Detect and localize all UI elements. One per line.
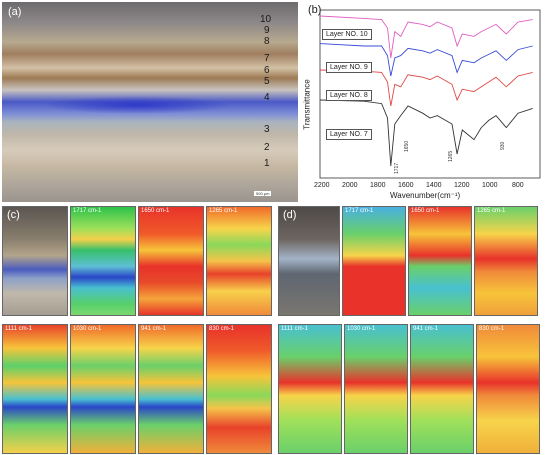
panel-c-map-1717: 1717 cm-1 bbox=[70, 206, 136, 316]
map-title-d-1030: 1030 cm-1 bbox=[347, 326, 376, 332]
x-tick-2200: 2200 bbox=[314, 182, 330, 189]
map-title-c-1717: 1717 cm-1 bbox=[73, 208, 102, 214]
layer-number-2: 2 bbox=[264, 142, 270, 153]
panel-d: (d) 1717 cm-1 1650 cm-1 1265 cm-1 1111 c… bbox=[278, 206, 548, 454]
series-label-layer-10: Layer NO. 10 bbox=[322, 29, 372, 40]
peak-label-1265: 1265 bbox=[448, 150, 454, 162]
map-title-d-941: 941 cm-1 bbox=[413, 326, 439, 332]
panel-d-photo: (d) bbox=[278, 206, 340, 316]
scale-bar: 500 μm bbox=[254, 191, 272, 196]
panel-d-map-1717: 1717 cm-1 bbox=[342, 206, 406, 316]
panel-c-map-1111: 1111 cm-1 bbox=[2, 324, 68, 454]
map-title-c-1650: 1650 cm-1 bbox=[141, 208, 170, 214]
series-label-layer-9: Layer NO. 9 bbox=[326, 62, 372, 73]
map-title-d-1650: 1650 cm-1 bbox=[411, 208, 440, 214]
x-tick-1200: 1200 bbox=[454, 182, 470, 189]
panel-c-map-830: 830 cm-1 bbox=[206, 324, 272, 454]
layer-number-7: 7 bbox=[264, 53, 270, 64]
map-title-d-830: 830 cm-1 bbox=[479, 326, 505, 332]
peak-label-1717: 1717 bbox=[394, 162, 400, 174]
panel-c-map-941: 941 cm-1 bbox=[138, 324, 204, 454]
panel-c-photo: (c) bbox=[2, 206, 68, 316]
map-title-d-1265: 1265 cm-1 bbox=[477, 208, 506, 214]
panel-c: (c) 1717 cm-1 1650 cm-1 1265 cm-1 1111 c… bbox=[2, 206, 274, 454]
panel-c-label: (c) bbox=[7, 209, 20, 221]
panel-d-label: (d) bbox=[283, 209, 297, 221]
peak-label-930: 930 bbox=[500, 141, 506, 150]
layer-number-3: 3 bbox=[264, 124, 270, 135]
x-tick-1600: 1600 bbox=[398, 182, 414, 189]
x-tick-2000: 2000 bbox=[342, 182, 358, 189]
panel-c-map-1265: 1265 cm-1 bbox=[206, 206, 272, 316]
panel-d-map-830: 830 cm-1 bbox=[476, 324, 540, 454]
layer-number-4: 4 bbox=[264, 92, 270, 103]
panel-c-map-1030: 1030 cm-1 bbox=[70, 324, 136, 454]
layer-number-6: 6 bbox=[264, 65, 270, 76]
x-axis-title: Wavenumber(cm⁻¹) bbox=[390, 191, 461, 200]
layer-number-10: 10 bbox=[260, 14, 272, 25]
plot-frame bbox=[319, 9, 541, 179]
panel-a-photo: (a) 10 9 8 7 6 5 4 3 2 1 500 μm bbox=[2, 2, 298, 202]
series-line-layer-no-7 bbox=[319, 99, 533, 167]
panel-b-label: (b) bbox=[308, 4, 322, 16]
map-title-c-830: 830 cm-1 bbox=[209, 326, 235, 332]
map-title-d-1111: 1111 cm-1 bbox=[281, 326, 309, 332]
layer-number-5: 5 bbox=[264, 76, 270, 87]
layer-number-8: 8 bbox=[264, 36, 270, 47]
panel-d-map-1265: 1265 cm-1 bbox=[474, 206, 538, 316]
series-line-layer-no-9 bbox=[319, 43, 533, 77]
panel-d-map-941: 941 cm-1 bbox=[410, 324, 474, 454]
series-line-layer-no-8 bbox=[319, 69, 533, 107]
series-label-layer-8: Layer NO. 8 bbox=[326, 90, 372, 101]
map-title-c-1265: 1265 cm-1 bbox=[209, 208, 238, 214]
x-tick-800: 800 bbox=[512, 182, 524, 189]
panel-d-map-1030: 1030 cm-1 bbox=[344, 324, 408, 454]
peak-label-1650: 1650 bbox=[404, 140, 410, 152]
layer-number-9: 9 bbox=[264, 25, 270, 36]
ftir-plot bbox=[319, 9, 541, 179]
map-title-c-941: 941 cm-1 bbox=[141, 326, 167, 332]
panel-d-map-1111: 1111 cm-1 bbox=[278, 324, 342, 454]
map-title-c-1030: 1030 cm-1 bbox=[73, 326, 102, 332]
series-label-layer-7: Layer NO. 7 bbox=[326, 129, 372, 140]
layer-number-1: 1 bbox=[264, 158, 270, 169]
panel-d-map-1650: 1650 cm-1 bbox=[408, 206, 472, 316]
panel-b-chart: (b) Transmittance Layer NO. 10 Layer NO.… bbox=[300, 2, 548, 202]
panel-c-map-1650: 1650 cm-1 bbox=[138, 206, 204, 316]
panel-a-label: (a) bbox=[8, 6, 22, 18]
map-title-c-1111: 1111 cm-1 bbox=[5, 326, 33, 332]
x-tick-1000: 1000 bbox=[482, 182, 498, 189]
x-tick-1400: 1400 bbox=[426, 182, 442, 189]
series-line-layer-no-10 bbox=[319, 15, 533, 59]
x-tick-1800: 1800 bbox=[370, 182, 386, 189]
map-title-d-1717: 1717 cm-1 bbox=[345, 208, 374, 214]
